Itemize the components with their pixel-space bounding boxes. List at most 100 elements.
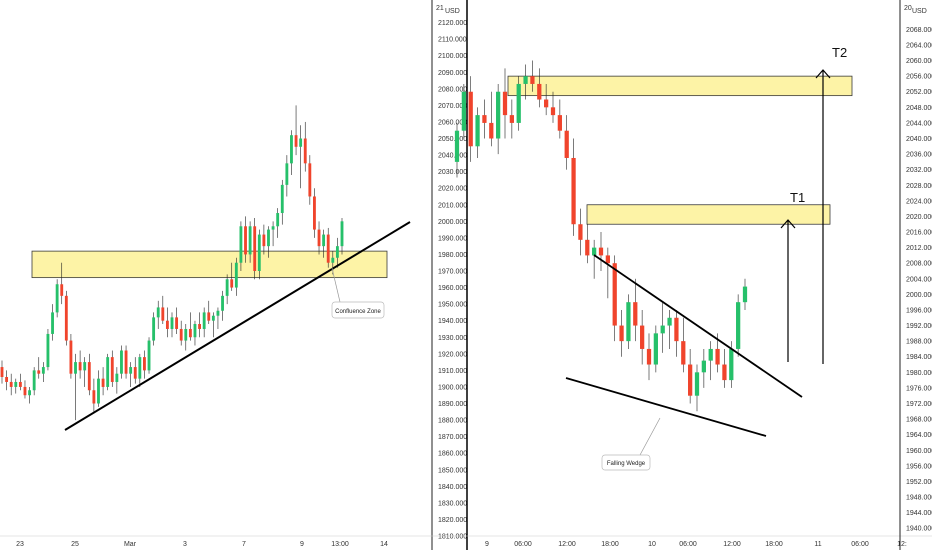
candle-body-down [564,130,569,158]
price-tick-label: 1890.000 [438,401,467,408]
price-tick-label: 2008.000 [906,261,932,268]
price-tick-label: 1992.000 [906,323,932,330]
candle-body-down [23,386,27,396]
confluence-zone-label: Confluence Zone [335,309,381,315]
price-tick-label: 2040.000 [438,153,467,160]
left-candles [0,105,344,421]
candle-body-up [51,312,54,334]
candle [523,64,528,100]
candle [152,312,156,346]
candle-body-up [257,234,261,271]
candle [592,239,597,279]
price-tick-label: 1960.000 [906,448,932,455]
candle-body-down [722,364,727,381]
candle-body-up [701,360,706,373]
candle-body-down [308,163,312,197]
candle-body-down [482,115,487,123]
candle [51,304,54,341]
price-tick-label: 1830.000 [438,500,467,507]
price-tick-label: 2032.000 [906,167,932,174]
time-tick-label: 25 [71,541,79,548]
candle-body-up [290,135,293,164]
candle [101,367,105,396]
candle-body-down [303,138,307,164]
candle [170,312,174,338]
candle [454,122,460,178]
candle-body-down [489,122,494,139]
time-tick-label: 18:00 [601,541,619,548]
candle-body-down [179,328,183,341]
candle-body-down [133,367,137,379]
candle-body-up [193,324,197,338]
t2-target-zone-box [507,75,853,97]
candle [216,307,220,329]
candle [605,247,610,299]
candle-body-up [742,286,748,303]
candle-body-down [326,234,330,263]
confluence-callout-line [331,267,341,303]
price-tick-label: 2000.000 [438,219,467,226]
t1-label: T1 [790,190,805,205]
price-tick-label: 2056.000 [906,74,932,81]
candle-body-up [184,328,188,341]
candle-body-down [207,312,211,321]
candle-body-down [37,370,41,374]
candle-body-up [170,317,174,329]
candle [83,357,87,387]
time-tick-label: 13:00 [331,541,349,548]
time-tick-label: 7 [242,541,246,548]
candle [308,155,312,205]
candle [97,370,100,407]
candle [184,324,188,351]
candle [564,115,569,170]
price-tick-label: 2060.000 [906,58,932,65]
price-tick-label: 2100.000 [438,53,467,60]
candle [5,370,9,391]
candle-body-up [271,226,275,230]
candle-body-up [239,226,243,263]
candle [225,274,229,305]
candle [509,99,514,139]
time-tick-label: 9 [485,541,489,548]
price-tick-label: 1944.000 [906,510,932,517]
candle-body-down [124,350,128,374]
candle [578,208,583,256]
candle [87,353,91,396]
candle-body-up [729,348,734,381]
candle [271,221,275,247]
candle-body-up [523,76,528,84]
candle [313,188,316,238]
wedge-lower-line [565,377,767,437]
candle [202,307,206,338]
left-chart-panel: Confluence Zone 2120.000 2110.000 2100.000… [0,0,467,550]
candle-body-down [87,362,91,391]
candle [516,76,521,131]
candle-body-down [550,107,556,116]
time-tick-label: 06:00 [851,541,869,548]
candle [475,107,480,158]
price-tick-label: 2070.000 [438,103,467,110]
candle-body-down [715,348,720,365]
candle [285,155,289,197]
candle-body-up [221,295,224,311]
candle-body-up [129,367,133,374]
candle-body-up [216,310,220,316]
price-tick-label: 1980.000 [906,370,932,377]
candle [294,105,298,156]
falling-wedge-label: Falling Wedge [607,461,646,467]
candle-body-up [516,83,521,123]
candle [544,83,549,116]
candle [161,295,165,324]
candle-body-down [681,341,686,365]
candle [742,278,748,310]
candle [326,227,330,268]
candle [694,364,700,412]
candle [69,333,73,379]
candle [335,237,339,268]
price-tick-label: 1948.000 [906,495,932,502]
candle-body-up [331,257,335,263]
candle-body-down [188,328,192,338]
candle-body-down [165,320,169,329]
candle [165,307,169,338]
price-tick-label: 1950.000 [438,302,467,309]
